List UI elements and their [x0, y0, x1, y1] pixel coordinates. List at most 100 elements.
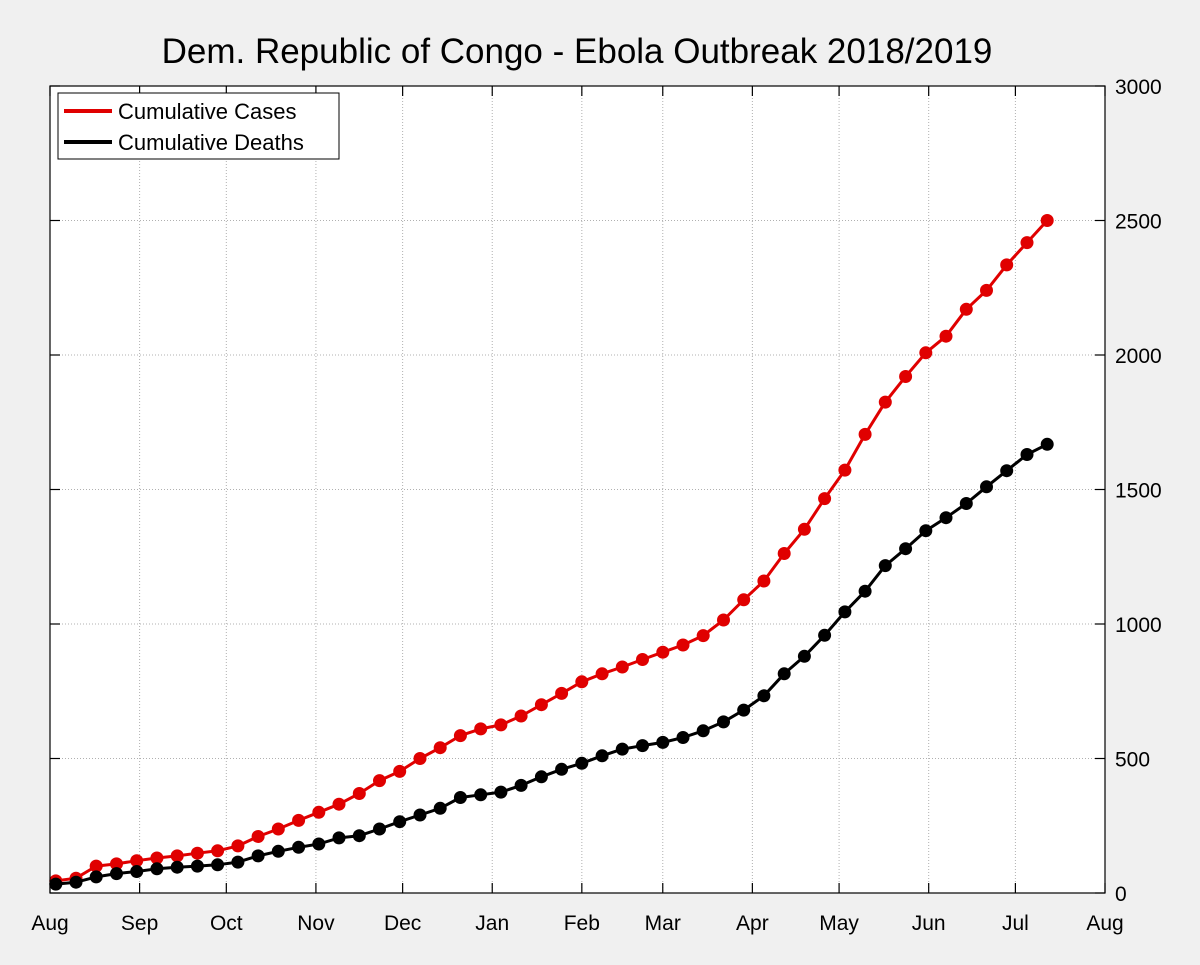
data-point-deaths [797, 649, 811, 663]
data-point-deaths [534, 770, 548, 784]
data-point-deaths [373, 822, 386, 836]
data-point-cases [231, 839, 245, 853]
data-point-cases [1000, 258, 1014, 272]
data-point-cases [251, 830, 265, 843]
data-point-deaths [474, 788, 488, 802]
x-tick-label: Aug [1086, 912, 1123, 935]
y-tick-label: 0 [1115, 883, 1127, 906]
data-point-cases [757, 574, 771, 588]
data-point-deaths [251, 849, 265, 863]
data-point-cases [919, 346, 933, 360]
data-point-deaths [1040, 437, 1054, 451]
data-point-deaths [332, 831, 346, 845]
x-tick-label: Nov [297, 912, 335, 935]
data-point-cases [494, 718, 508, 732]
grid [50, 86, 1105, 893]
data-point-deaths [676, 731, 690, 744]
data-point-cases [980, 283, 993, 297]
data-point-deaths [959, 497, 973, 510]
legend-label-cases: Cumulative Cases [118, 99, 297, 124]
data-point-deaths [656, 735, 670, 749]
data-point-deaths [292, 840, 306, 854]
x-tick-label: Jan [475, 912, 509, 935]
legend-box [57, 92, 340, 160]
x-tick-label: Apr [736, 912, 769, 935]
data-point-cases [130, 854, 144, 868]
data-point-deaths [818, 628, 832, 642]
legend-label-deaths: Cumulative Deaths [118, 130, 304, 155]
data-point-cases [312, 805, 326, 819]
data-point-deaths [514, 778, 528, 792]
data-point-cases [1040, 214, 1054, 227]
data-point-deaths [231, 855, 245, 869]
data-point-cases [656, 645, 670, 659]
data-point-cases [170, 849, 184, 863]
data-point-deaths [575, 756, 589, 770]
data-point-cases [1020, 236, 1034, 250]
x-tick-label: Sep [121, 912, 158, 935]
data-point-cases [838, 463, 852, 477]
data-point-deaths [858, 584, 872, 598]
series-layer [49, 214, 1054, 891]
data-point-deaths [211, 858, 225, 872]
data-point-deaths [352, 829, 366, 843]
data-point-cases [899, 370, 913, 383]
data-point-deaths [130, 865, 144, 878]
data-point-cases [878, 395, 892, 409]
plot-background [50, 86, 1105, 893]
data-point-deaths [636, 739, 649, 753]
y-tick-label: 1000 [1115, 614, 1162, 637]
data-point-cases [696, 629, 710, 643]
data-point-deaths [1020, 448, 1034, 461]
data-point-cases [676, 638, 690, 652]
data-point-deaths [737, 703, 751, 717]
data-point-deaths [110, 867, 123, 881]
data-point-cases [575, 675, 589, 689]
x-tick-label: Feb [564, 912, 600, 935]
data-point-deaths [939, 511, 953, 525]
data-point-cases [271, 822, 285, 836]
x-tick-label: Mar [645, 912, 681, 935]
axes: Aug Sep Oct Nov Dec Jan Feb Mar Apr May Jun Jul Aug 0… [31, 76, 1161, 935]
x-tick-label: Dec [384, 912, 421, 935]
x-tick-label: Aug [31, 912, 68, 935]
data-point-cases [636, 653, 649, 666]
data-point-deaths [717, 715, 730, 729]
data-point-deaths [494, 785, 508, 799]
y-tick-label: 2000 [1115, 345, 1162, 368]
data-point-cases [858, 427, 872, 441]
data-point-cases [474, 722, 488, 736]
data-point-cases [595, 667, 609, 681]
data-point-cases [555, 686, 569, 700]
data-point-deaths [980, 480, 993, 494]
data-point-cases [190, 846, 204, 860]
data-point-cases [717, 613, 730, 627]
data-point-cases [777, 547, 791, 560]
data-point-deaths [433, 801, 447, 815]
data-point-cases [352, 787, 366, 800]
data-point-deaths [170, 860, 184, 874]
data-point-deaths [190, 859, 204, 873]
data-point-cases [939, 329, 953, 343]
data-point-cases [514, 709, 528, 723]
x-tick-label: Oct [210, 912, 243, 935]
data-point-cases [89, 859, 103, 873]
data-point-cases [413, 752, 427, 765]
data-point-deaths [595, 749, 609, 763]
data-point-deaths [271, 844, 285, 858]
data-point-deaths [453, 791, 467, 804]
chart-title: Dem. Republic of Congo - Ebola Outbreak … [162, 32, 993, 71]
data-point-deaths [413, 808, 427, 822]
y-tick-label: 1500 [1115, 480, 1162, 503]
legend: Cumulative Cases Cumulative Deaths [57, 92, 340, 160]
data-point-cases [211, 844, 225, 858]
data-point-cases [373, 774, 386, 788]
data-point-deaths [49, 877, 63, 891]
data-point-deaths [1000, 464, 1014, 478]
data-point-cases [110, 857, 123, 871]
data-point-cases [150, 851, 164, 865]
y-tick-label: 3000 [1115, 76, 1162, 99]
data-point-deaths [757, 689, 771, 703]
data-point-cases [393, 764, 407, 778]
